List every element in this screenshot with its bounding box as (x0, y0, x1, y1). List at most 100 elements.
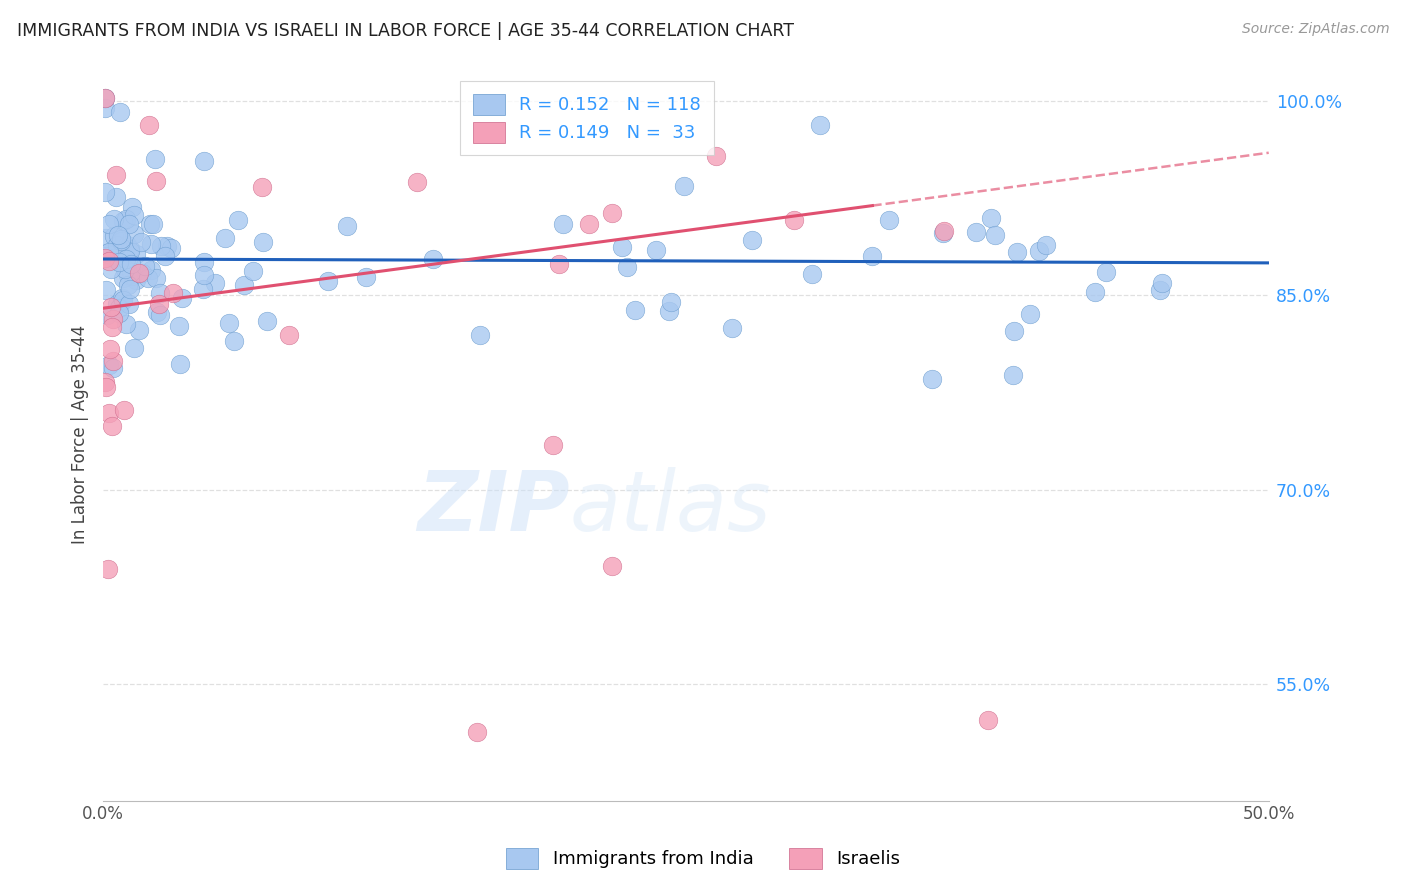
Point (118, 281, 141, 295)
Point (118, 297, 141, 311)
Point (94, 375, 117, 389)
Point (98, 358, 121, 372)
Point (134, 259, 156, 273)
Point (121, 200, 143, 214)
Point (129, 235, 152, 249)
Point (136, 271, 159, 285)
Point (94, 185, 117, 199)
Point (704, 149, 727, 163)
Point (1019, 307, 1042, 321)
Point (172, 291, 194, 305)
Point (336, 219, 359, 233)
Point (965, 226, 987, 240)
Point (406, 175, 429, 189)
Point (860, 249, 883, 263)
Point (103, 311, 125, 326)
Point (118, 218, 141, 232)
Point (226, 213, 249, 227)
Point (354, 270, 377, 285)
Legend: Immigrants from India, Israelis: Immigrants from India, Israelis (498, 840, 908, 876)
Point (94, 251, 117, 265)
Point (97, 406, 120, 420)
Point (1002, 368, 1025, 382)
Point (980, 211, 1002, 225)
Point (616, 260, 638, 274)
Point (465, 724, 488, 739)
Point (108, 104, 131, 119)
Point (1149, 283, 1171, 297)
Point (316, 274, 339, 288)
Point (551, 217, 574, 231)
Point (103, 353, 125, 368)
Point (96, 246, 118, 260)
Point (98, 254, 121, 268)
Point (193, 154, 215, 169)
Point (111, 271, 134, 285)
Point (124, 273, 146, 287)
Point (877, 213, 900, 227)
Point (105, 190, 128, 204)
Point (214, 231, 236, 245)
Point (96, 380, 118, 394)
Point (124, 208, 146, 222)
Point (125, 247, 148, 261)
Point (1028, 244, 1050, 259)
Point (111, 291, 134, 305)
Point (578, 217, 600, 231)
Point (610, 240, 633, 254)
Point (252, 180, 274, 194)
Point (218, 316, 240, 330)
Point (107, 227, 129, 242)
Point (110, 232, 132, 246)
Point (204, 276, 226, 290)
Point (114, 212, 136, 227)
Point (600, 558, 623, 573)
Point (222, 334, 245, 348)
Point (117, 238, 139, 252)
Point (143, 152, 166, 166)
Point (1007, 245, 1029, 260)
Point (112, 403, 135, 417)
Point (808, 118, 831, 132)
Point (150, 239, 173, 253)
Point (193, 268, 215, 283)
Text: ZIP: ZIP (416, 467, 569, 549)
Point (145, 270, 167, 285)
Point (1083, 285, 1105, 299)
Point (94, 91, 117, 105)
Point (256, 313, 278, 327)
Point (104, 168, 127, 182)
Point (96, 284, 118, 298)
Point (153, 249, 176, 263)
Point (128, 266, 150, 280)
Point (128, 323, 150, 337)
Point (658, 303, 681, 318)
Point (673, 179, 696, 194)
Point (121, 268, 143, 283)
Point (100, 300, 122, 314)
Point (138, 217, 160, 231)
Point (977, 713, 1000, 727)
Point (117, 268, 139, 282)
Point (97, 562, 120, 576)
Point (148, 297, 170, 311)
Point (96, 309, 118, 323)
Point (114, 262, 136, 277)
Point (122, 227, 145, 241)
Point (162, 285, 184, 300)
Point (101, 360, 124, 375)
Point (541, 438, 564, 452)
Point (115, 252, 138, 266)
Point (111, 293, 134, 307)
Point (120, 257, 142, 271)
Point (115, 317, 138, 331)
Point (94, 101, 117, 115)
Point (105, 297, 128, 311)
Point (141, 237, 163, 252)
Point (548, 256, 571, 270)
Point (98, 245, 121, 260)
Point (139, 262, 162, 277)
Point (661, 295, 683, 310)
Point (800, 268, 823, 282)
Point (932, 226, 955, 240)
